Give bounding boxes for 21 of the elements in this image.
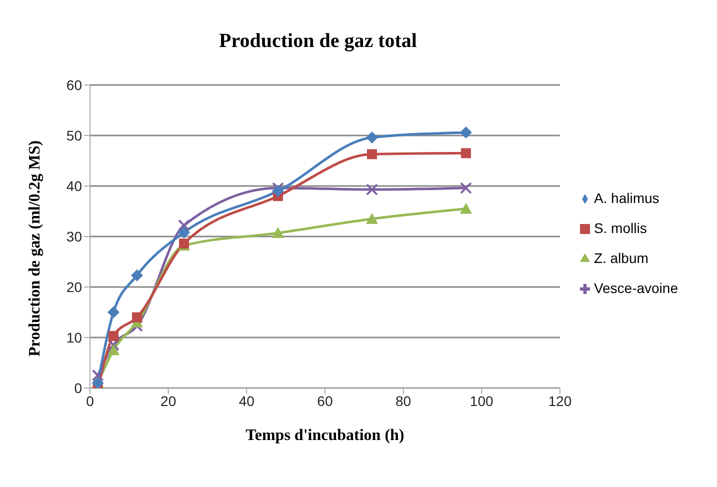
legend-label: Z. album bbox=[594, 250, 648, 266]
x-tick-label: 40 bbox=[238, 392, 255, 409]
y-tick-label: 60 bbox=[66, 76, 82, 93]
y-tick-label: 10 bbox=[66, 329, 82, 346]
x-tick-label: 120 bbox=[548, 392, 572, 409]
y-tick-label: 50 bbox=[66, 127, 82, 144]
chart-title: Production de gaz total bbox=[218, 30, 418, 53]
x-tick-label: 20 bbox=[160, 392, 176, 409]
x-tick-label: 80 bbox=[396, 392, 412, 409]
x-axis-title: Temps d'incubation (h) bbox=[246, 427, 404, 444]
x-tick-label: 100 bbox=[470, 392, 494, 409]
y-tick-label: 20 bbox=[66, 278, 82, 295]
x-tick-label: 60 bbox=[317, 392, 333, 409]
y-tick-label: 0 bbox=[74, 380, 82, 396]
y-tick-label: 30 bbox=[66, 228, 82, 244]
legend-label: A. halimus bbox=[594, 190, 660, 206]
y-axis-title: Production de gaz (ml/0.2g MS) bbox=[26, 140, 44, 356]
legend-label: Vesce-avoine bbox=[594, 280, 678, 296]
x-tick-label: 0 bbox=[86, 392, 94, 409]
y-tick-label: 40 bbox=[66, 178, 82, 194]
legend-label: S. mollis bbox=[594, 220, 647, 236]
